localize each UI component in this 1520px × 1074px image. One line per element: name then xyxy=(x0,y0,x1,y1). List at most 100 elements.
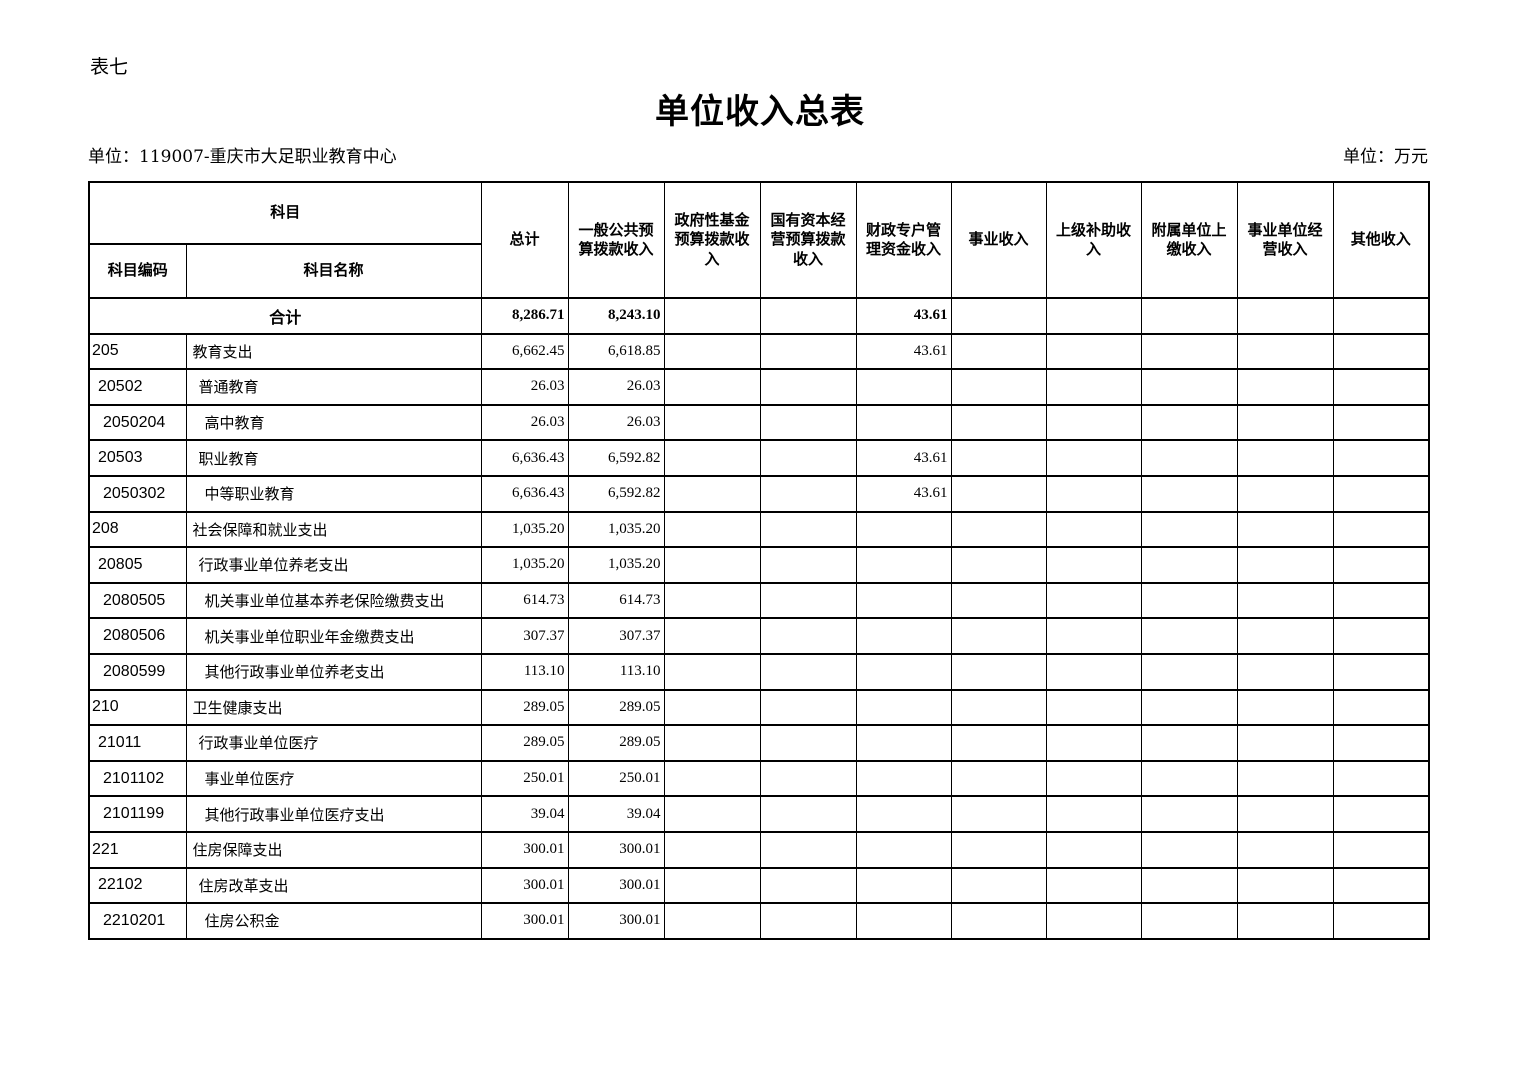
value-cell xyxy=(950,297,1047,335)
value-cell xyxy=(1140,368,1238,406)
subject-code-cell: 208 xyxy=(88,510,187,549)
value-cell: 43.61 xyxy=(855,439,952,477)
table-body: 合计 8,286.71 8,243.10 43.61 205 教育支出 6,66… xyxy=(88,297,1430,940)
value-cell xyxy=(855,830,952,869)
header-government-fund-budget: 政府性基金预算拨款收入 xyxy=(663,181,761,299)
header-state-capital-budget: 国有资本经营预算拨款收入 xyxy=(759,181,857,299)
value-cell xyxy=(950,617,1047,655)
value-cell xyxy=(759,688,857,727)
value-cell xyxy=(1140,297,1238,335)
header-row-top: 科目 总计 一般公共预算拨款收入 政府性基金预算拨款收入 国有资本经营预算拨款收… xyxy=(88,181,1430,299)
subject-code-cell: 205 xyxy=(88,332,187,371)
value-cell xyxy=(855,510,952,549)
subject-name-cell: 住房改革支出 xyxy=(185,866,482,905)
table-row: 2080599 其他行政事业单位养老支出 113.10 113.10 xyxy=(88,652,1430,691)
value-cell xyxy=(759,759,857,798)
value-cell xyxy=(855,866,952,905)
value-cell xyxy=(1236,510,1334,549)
value-cell xyxy=(1045,688,1142,727)
value-cell xyxy=(1045,368,1142,406)
value-cell xyxy=(663,297,761,335)
value-cell xyxy=(855,902,952,940)
value-cell xyxy=(1236,652,1334,691)
value-cell xyxy=(663,403,761,442)
subject-name-cell: 行政事业单位养老支出 xyxy=(185,546,482,584)
value-cell xyxy=(1140,474,1238,513)
value-cell xyxy=(1332,652,1430,691)
table-row: 210 卫生健康支出 289.05 289.05 xyxy=(88,688,1430,727)
value-cell: 43.61 xyxy=(855,474,952,513)
value-cell xyxy=(1045,902,1142,940)
value-cell xyxy=(1236,724,1334,762)
value-cell xyxy=(855,368,952,406)
header-total: 总计 xyxy=(480,181,569,299)
value-cell xyxy=(1045,581,1142,620)
value-cell xyxy=(1045,439,1142,477)
value-cell xyxy=(663,724,761,762)
value-cell xyxy=(1236,368,1334,406)
value-cell xyxy=(1236,581,1334,620)
value-cell: 300.01 xyxy=(480,830,569,869)
value-cell xyxy=(759,368,857,406)
page-title: 单位收入总表 xyxy=(655,94,865,131)
table-row: 208 社会保障和就业支出 1,035.20 1,035.20 xyxy=(88,510,1430,549)
value-cell: 614.73 xyxy=(567,581,665,620)
value-cell xyxy=(855,581,952,620)
table-row: 2050204 高中教育 26.03 26.03 xyxy=(88,403,1430,442)
value-cell xyxy=(1045,546,1142,584)
value-cell xyxy=(1140,724,1238,762)
subject-name-cell: 高中教育 xyxy=(185,403,482,442)
value-cell xyxy=(855,688,952,727)
subject-name-cell: 教育支出 xyxy=(185,332,482,371)
value-cell xyxy=(950,546,1047,584)
header-operating-income: 事业单位经营收入 xyxy=(1236,181,1334,299)
value-cell: 8,243.10 xyxy=(567,297,665,335)
value-cell: 300.01 xyxy=(480,866,569,905)
value-cell: 289.05 xyxy=(567,688,665,727)
value-cell xyxy=(1332,902,1430,940)
unit-info-row: 单位：119007-重庆市大足职业教育中心 单位：万元 xyxy=(88,142,1428,167)
value-cell: 26.03 xyxy=(567,368,665,406)
value-cell xyxy=(1140,795,1238,833)
subject-code-cell: 2050302 xyxy=(88,474,187,513)
table-row: 2210201 住房公积金 300.01 300.01 xyxy=(88,902,1430,940)
value-cell xyxy=(1332,724,1430,762)
value-cell: 43.61 xyxy=(855,332,952,371)
unit-currency-label: 单位：万元 xyxy=(1343,147,1428,167)
subject-name-cell: 其他行政事业单位医疗支出 xyxy=(185,795,482,833)
value-cell xyxy=(1332,795,1430,833)
value-cell xyxy=(663,688,761,727)
value-cell: 1,035.20 xyxy=(480,510,569,549)
value-cell xyxy=(759,510,857,549)
value-cell xyxy=(1045,759,1142,798)
value-cell xyxy=(663,617,761,655)
value-cell xyxy=(1140,546,1238,584)
value-cell: 6,636.43 xyxy=(480,439,569,477)
table-row: 20805 行政事业单位养老支出 1,035.20 1,035.20 xyxy=(88,546,1430,584)
value-cell: 614.73 xyxy=(480,581,569,620)
value-cell: 26.03 xyxy=(480,403,569,442)
value-cell xyxy=(663,795,761,833)
value-cell xyxy=(1140,688,1238,727)
value-cell xyxy=(759,724,857,762)
header-general-public-budget: 一般公共预算拨款收入 xyxy=(567,181,665,299)
subject-code-cell: 20502 xyxy=(88,368,187,406)
value-cell: 39.04 xyxy=(567,795,665,833)
header-row-bottom: 科目编码 科目名称 xyxy=(88,243,1429,299)
value-cell xyxy=(1236,759,1334,798)
subject-code-cell: 2050204 xyxy=(88,403,187,442)
value-cell xyxy=(1140,759,1238,798)
value-cell xyxy=(663,546,761,584)
subject-name-cell: 行政事业单位医疗 xyxy=(185,724,482,762)
value-cell xyxy=(1236,474,1334,513)
value-cell xyxy=(1332,866,1430,905)
value-cell xyxy=(1332,403,1430,442)
value-cell xyxy=(855,652,952,691)
value-cell xyxy=(759,581,857,620)
value-cell xyxy=(759,439,857,477)
table-row: 2050302 中等职业教育 6,636.43 6,592.82 43.61 xyxy=(88,474,1430,513)
value-cell xyxy=(950,795,1047,833)
value-cell xyxy=(1045,403,1142,442)
value-cell xyxy=(1332,474,1430,513)
